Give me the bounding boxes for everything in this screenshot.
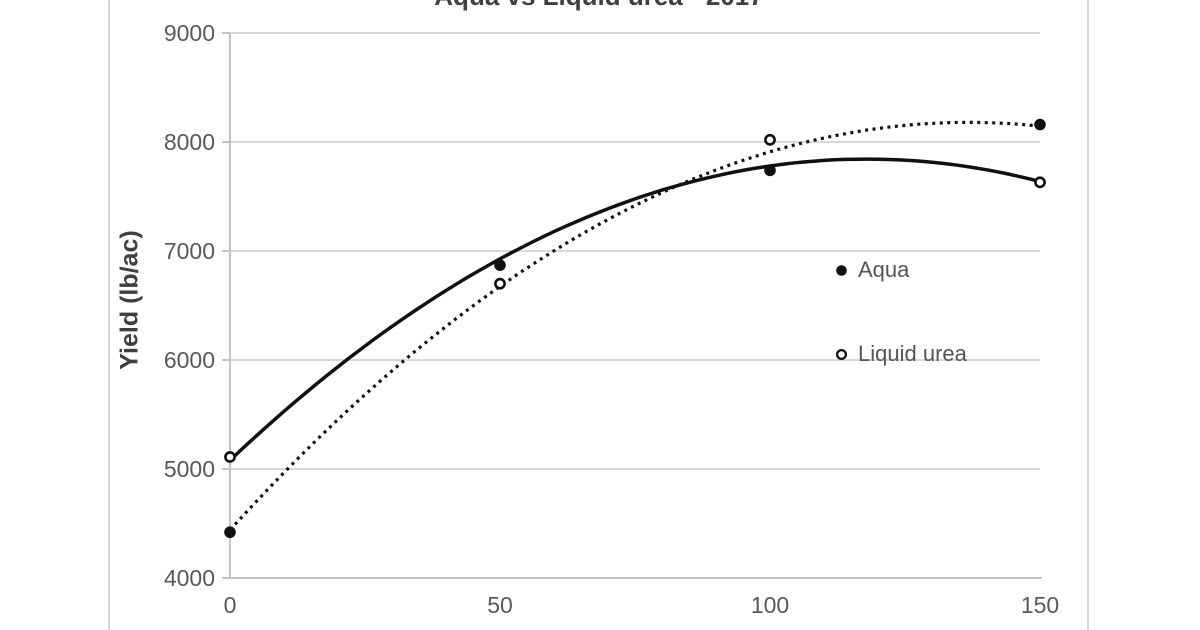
y-tick-label: 8000 bbox=[163, 129, 215, 155]
chart-frame-border-right bbox=[1087, 0, 1089, 630]
data-point-open bbox=[224, 451, 236, 463]
legend-item-liquid-urea: Liquid urea bbox=[834, 341, 967, 367]
data-point-open bbox=[1034, 176, 1046, 189]
trendline-solid bbox=[228, 157, 1041, 462]
y-tick-label: 9000 bbox=[163, 20, 215, 46]
y-tick-label: 6000 bbox=[163, 347, 215, 373]
chart-frame-border-left bbox=[108, 0, 110, 630]
y-tick-label: 7000 bbox=[163, 238, 215, 264]
legend-item-label: Liquid urea bbox=[858, 341, 967, 366]
data-point-open bbox=[764, 133, 776, 146]
y-tick-label: 4000 bbox=[163, 565, 215, 591]
data-point-filled bbox=[764, 164, 776, 177]
legend-item-aqua: Aqua bbox=[834, 257, 909, 283]
x-tick-label: 100 bbox=[750, 592, 790, 618]
x-tick-label: 150 bbox=[1020, 592, 1060, 618]
filled-circle-icon bbox=[836, 264, 847, 276]
data-point-filled bbox=[494, 259, 506, 271]
x-tick-label: 50 bbox=[487, 592, 513, 618]
data-point-filled bbox=[224, 526, 236, 539]
y-tick-label: 5000 bbox=[163, 456, 215, 482]
open-circle-icon bbox=[835, 348, 848, 360]
x-tick-label: 0 bbox=[223, 592, 237, 618]
legend-item-label: Aqua bbox=[858, 257, 910, 282]
trendline-dotted bbox=[228, 120, 1041, 532]
chart-title: Aqua vs Liquid urea - 2017 bbox=[109, 0, 1089, 9]
data-point-open bbox=[494, 277, 506, 290]
data-point-filled bbox=[1034, 118, 1046, 131]
